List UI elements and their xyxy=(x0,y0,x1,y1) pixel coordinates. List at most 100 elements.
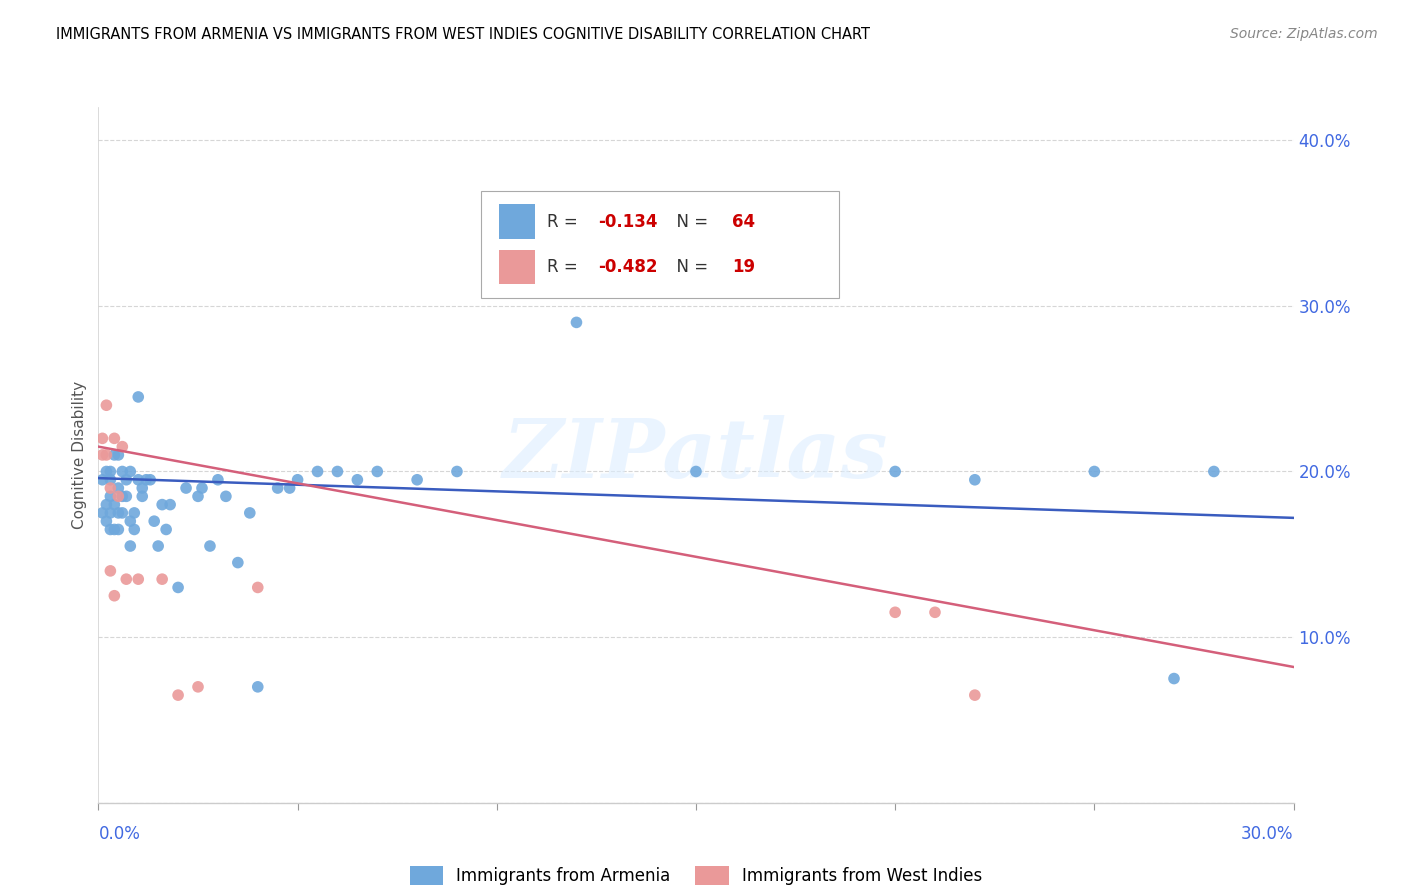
Point xyxy=(307,465,329,479)
Point xyxy=(96,465,118,479)
Point xyxy=(111,440,134,454)
Point xyxy=(103,523,125,537)
Point xyxy=(91,473,114,487)
Point xyxy=(685,465,707,479)
Point xyxy=(267,481,290,495)
Point xyxy=(346,473,368,487)
Bar xyxy=(499,204,534,239)
Point xyxy=(111,506,134,520)
Point xyxy=(127,390,149,404)
Point xyxy=(155,523,177,537)
Point xyxy=(963,473,986,487)
Point xyxy=(98,481,122,495)
Point xyxy=(131,489,153,503)
Point xyxy=(98,564,122,578)
Point xyxy=(98,489,122,503)
FancyBboxPatch shape xyxy=(481,191,839,298)
Text: -0.482: -0.482 xyxy=(598,258,658,276)
Point xyxy=(139,473,162,487)
Point xyxy=(884,605,907,619)
Point xyxy=(278,481,301,495)
Point xyxy=(120,465,142,479)
Point xyxy=(91,431,114,445)
Point xyxy=(107,448,129,462)
Point xyxy=(98,473,122,487)
Point xyxy=(226,556,249,570)
Point xyxy=(215,489,238,503)
Point xyxy=(1202,465,1225,479)
Point xyxy=(91,506,114,520)
Text: 19: 19 xyxy=(733,258,755,276)
Point xyxy=(107,523,129,537)
Point xyxy=(135,473,157,487)
Point xyxy=(103,498,125,512)
Point xyxy=(287,473,309,487)
Point xyxy=(103,589,125,603)
Point xyxy=(191,481,214,495)
Point xyxy=(111,489,134,503)
Point xyxy=(174,481,197,495)
Point xyxy=(98,506,122,520)
Point xyxy=(131,481,153,495)
Point xyxy=(98,465,122,479)
Point xyxy=(91,448,114,462)
Bar xyxy=(499,250,534,285)
Text: ZIPatlas: ZIPatlas xyxy=(503,415,889,495)
Point xyxy=(103,448,125,462)
Point xyxy=(107,481,129,495)
Point xyxy=(150,498,173,512)
Text: Source: ZipAtlas.com: Source: ZipAtlas.com xyxy=(1230,27,1378,41)
Point xyxy=(115,489,138,503)
Text: N =: N = xyxy=(666,258,713,276)
Point xyxy=(115,473,138,487)
Point xyxy=(366,465,388,479)
Point xyxy=(107,489,129,503)
Point xyxy=(167,581,190,595)
Point xyxy=(150,572,173,586)
Text: N =: N = xyxy=(666,213,713,231)
Point xyxy=(103,431,125,445)
Point xyxy=(167,688,190,702)
Point xyxy=(326,465,349,479)
Point xyxy=(198,539,221,553)
Point xyxy=(148,539,170,553)
Point xyxy=(446,465,468,479)
Text: IMMIGRANTS FROM ARMENIA VS IMMIGRANTS FROM WEST INDIES COGNITIVE DISABILITY CORR: IMMIGRANTS FROM ARMENIA VS IMMIGRANTS FR… xyxy=(56,27,870,42)
Point xyxy=(1083,465,1105,479)
Text: R =: R = xyxy=(547,258,582,276)
Point xyxy=(143,514,166,528)
Point xyxy=(120,514,142,528)
Point xyxy=(207,473,229,487)
Point xyxy=(96,514,118,528)
Text: 30.0%: 30.0% xyxy=(1241,825,1294,843)
Point xyxy=(124,506,146,520)
Point xyxy=(239,506,262,520)
Point xyxy=(246,680,269,694)
Point xyxy=(963,688,986,702)
Point xyxy=(111,465,134,479)
Point xyxy=(565,315,588,329)
Point xyxy=(187,489,209,503)
Point xyxy=(96,398,118,412)
Point xyxy=(127,572,149,586)
Text: -0.134: -0.134 xyxy=(598,213,658,231)
Point xyxy=(127,473,149,487)
Point xyxy=(1163,672,1185,686)
Point xyxy=(246,581,269,595)
Point xyxy=(124,523,146,537)
Legend: Immigrants from Armenia, Immigrants from West Indies: Immigrants from Armenia, Immigrants from… xyxy=(409,865,983,885)
Point xyxy=(120,539,142,553)
Point xyxy=(115,572,138,586)
Text: R =: R = xyxy=(547,213,582,231)
Y-axis label: Cognitive Disability: Cognitive Disability xyxy=(72,381,87,529)
Point xyxy=(96,498,118,512)
Point xyxy=(96,448,118,462)
Point xyxy=(159,498,181,512)
Point xyxy=(98,523,122,537)
Point xyxy=(107,506,129,520)
Point xyxy=(884,465,907,479)
Point xyxy=(924,605,946,619)
Point xyxy=(187,680,209,694)
Text: 64: 64 xyxy=(733,213,755,231)
Text: 0.0%: 0.0% xyxy=(98,825,141,843)
